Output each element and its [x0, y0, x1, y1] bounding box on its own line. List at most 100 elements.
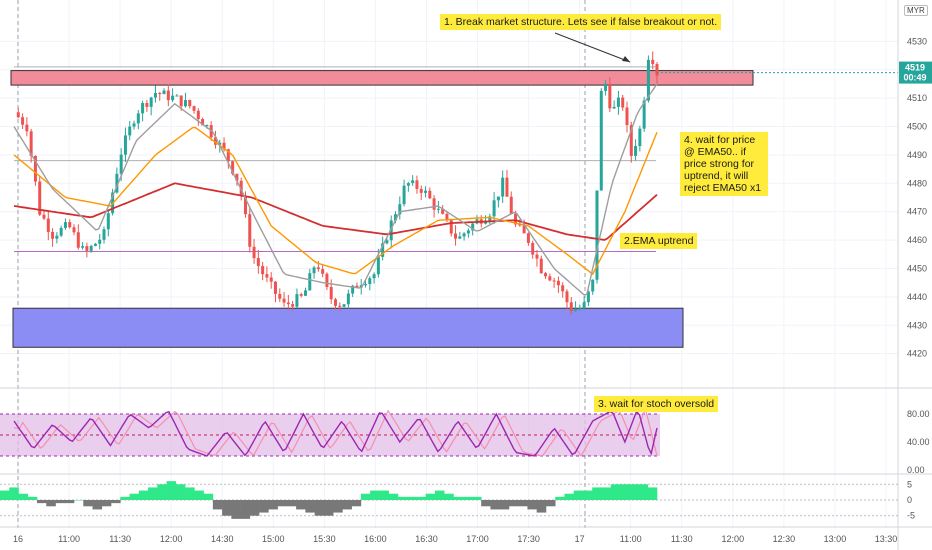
candle-body	[359, 285, 363, 288]
hist-bar	[27, 496, 38, 500]
candle-body	[432, 198, 436, 210]
last-price-countdown: 00:49	[903, 73, 926, 83]
hist-bar	[46, 500, 56, 507]
candle-body	[642, 100, 646, 129]
price-tick-label: 4420	[907, 349, 927, 359]
candle-body	[196, 110, 200, 119]
candle-body	[424, 190, 428, 193]
candle-body	[213, 137, 217, 145]
candle-body	[123, 135, 127, 155]
candle-body	[372, 274, 376, 279]
hist-bar	[296, 500, 306, 510]
candle-body	[501, 177, 505, 197]
hist-bar	[185, 487, 195, 500]
hist-bar	[619, 484, 630, 500]
stoch-d-line	[14, 406, 658, 457]
hist-bar	[203, 493, 214, 500]
hist-bar	[536, 500, 547, 513]
candle-body	[544, 273, 548, 277]
candle-body	[63, 222, 67, 228]
candle-body	[179, 95, 183, 107]
candle-body	[458, 236, 462, 239]
candle-body	[16, 112, 20, 118]
hist-bar	[351, 500, 362, 507]
candle-body	[25, 124, 29, 132]
candle-body	[89, 245, 93, 251]
candle-body	[308, 273, 312, 291]
hist-bar	[37, 500, 47, 504]
candle-body	[85, 246, 89, 251]
candle-body	[608, 83, 612, 109]
hist-bar	[18, 493, 29, 500]
ema200-line	[13, 182, 658, 241]
hist-bar	[499, 500, 510, 510]
hist-bar	[277, 500, 288, 507]
hist-bar	[388, 493, 399, 500]
candle-body	[119, 154, 123, 174]
time-tick-label: 17:00	[466, 534, 489, 544]
hist-tick-label: 5	[907, 479, 912, 489]
time-tick-label: 12:30	[773, 534, 796, 544]
stoch-tick-label: 80.00	[907, 409, 930, 419]
hist-bar	[129, 493, 140, 500]
time-tick-label: 15:00	[262, 534, 285, 544]
hist-bar	[416, 496, 426, 500]
candle-body	[153, 92, 157, 98]
price-tick-label: 4480	[907, 178, 927, 188]
candle-body	[578, 308, 582, 310]
annotation-ema50-rejection: 4. wait for price @ EMA50.. if price str…	[680, 132, 768, 196]
hist-bar	[157, 484, 167, 500]
hist-bar	[545, 500, 556, 507]
candle-body	[149, 97, 153, 107]
price-tick-label: 4470	[907, 207, 927, 217]
candle-body	[235, 173, 239, 181]
time-tick-label: 12:00	[722, 534, 745, 544]
candle-body	[539, 258, 543, 274]
candle-body	[329, 286, 333, 300]
candle-body	[406, 183, 410, 186]
candle-body	[325, 273, 329, 287]
candle-body	[385, 240, 389, 244]
candle-body	[72, 227, 76, 233]
price-tick-label: 4440	[907, 292, 927, 302]
candle-body	[616, 97, 620, 107]
hist-bar	[518, 500, 528, 507]
candle-body	[582, 302, 586, 309]
candle-body	[646, 59, 650, 101]
hist-bar	[64, 500, 75, 504]
candle-body	[621, 97, 625, 108]
candle-body	[166, 90, 170, 101]
hist-bar	[638, 484, 649, 500]
price-tick-label: 4460	[907, 235, 927, 245]
hist-bar	[397, 496, 408, 500]
hist-bar	[92, 500, 103, 510]
candle-body	[38, 181, 42, 215]
candle-body	[158, 92, 162, 95]
candle-body	[402, 185, 406, 205]
time-tick-label: 11:00	[620, 534, 642, 544]
candle-body	[522, 225, 526, 234]
time-tick-label: 12:00	[160, 534, 183, 544]
candle-body	[612, 106, 616, 109]
hist-bar	[138, 490, 149, 500]
hist-bar	[305, 500, 315, 513]
candle-body	[226, 149, 230, 162]
candle-body	[278, 293, 282, 299]
candle-body	[102, 229, 106, 240]
price-tick-label: 4510	[907, 93, 927, 103]
candle-body	[269, 277, 273, 282]
candle-body	[381, 243, 385, 257]
candle-body	[428, 190, 432, 199]
candle-body	[338, 305, 342, 307]
hist-bar	[573, 490, 584, 500]
candle-body	[586, 291, 590, 303]
candle-body	[419, 188, 423, 193]
hist-bar	[564, 493, 575, 500]
hist-bar	[471, 496, 482, 500]
candle-body	[188, 100, 192, 107]
candle-body	[355, 285, 359, 288]
hist-bar	[610, 484, 621, 500]
candle-body	[21, 117, 25, 125]
time-tick-label: 17	[575, 534, 585, 544]
